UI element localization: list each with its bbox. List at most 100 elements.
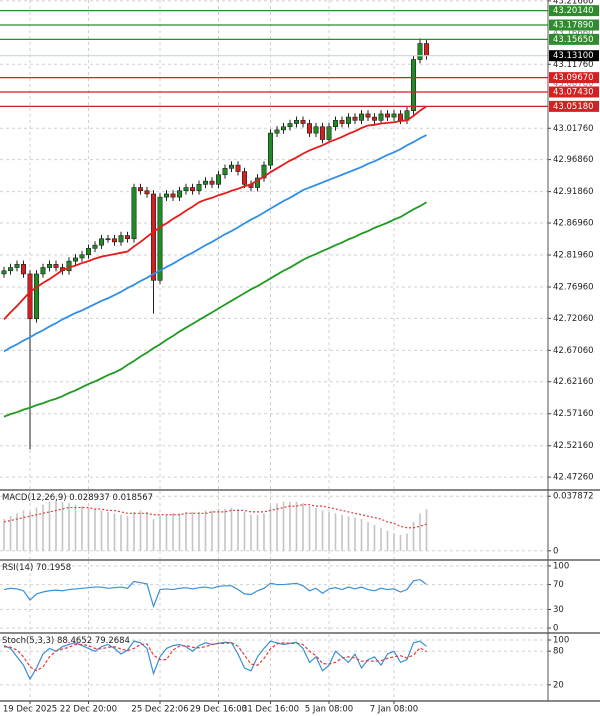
candle-body: [423, 43, 429, 56]
level-label: 43.16660: [553, 28, 594, 38]
pane-title-part: 0.018567: [113, 493, 154, 503]
histogram-bar: [217, 509, 220, 551]
pane-title: RSI(14) 70.1958: [2, 563, 71, 573]
histogram-bar: [42, 504, 44, 551]
histogram-bar: [55, 500, 57, 551]
y-tick-label: 42.76960: [553, 282, 594, 292]
histogram-bar: [94, 509, 96, 551]
y-tick-label: 42.62160: [553, 377, 594, 387]
histogram-bar: [48, 501, 51, 551]
histogram-bar: [29, 511, 31, 551]
candle-body: [27, 273, 33, 320]
histogram-bar: [237, 509, 239, 551]
x-tick-label: 31 Dec 16:00: [242, 705, 299, 715]
candle-body: [293, 120, 299, 124]
x-tick-label: 29 Dec 16:00: [190, 705, 247, 715]
candle-body: [216, 174, 222, 185]
candle-body: [112, 238, 118, 243]
candle-body: [300, 120, 306, 124]
x-tick-label: 7 Jan 08:00: [370, 705, 418, 715]
histogram-bar: [120, 514, 122, 551]
level-label: 43.08780: [553, 79, 594, 89]
candle-body: [391, 113, 397, 118]
candle-body: [235, 164, 241, 172]
candle-body: [326, 126, 332, 140]
y-tick-label: 42.52160: [553, 441, 594, 451]
series-line: [3, 578, 427, 609]
x-tick-label: 19 Dec 2025: [3, 705, 57, 715]
y-tick-label: 0.037872: [553, 492, 594, 502]
level-label: 43.07430: [553, 87, 594, 97]
pane-title-part: 0.028937: [69, 493, 110, 503]
histogram-bar: [74, 504, 77, 551]
candle-body: [177, 190, 183, 198]
candle-body: [79, 254, 85, 259]
candle-body: [8, 267, 14, 272]
histogram-bar: [113, 513, 116, 551]
level-tag: [549, 5, 599, 17]
candle-body: [209, 180, 215, 185]
candle-body: [384, 113, 390, 118]
histogram-bar: [367, 521, 369, 551]
level-label: 43.20140: [553, 6, 594, 16]
candle-body: [157, 196, 163, 281]
histogram-bar: [81, 506, 83, 551]
level-tag: [549, 50, 599, 62]
histogram-bar: [373, 524, 376, 551]
candle-body: [287, 123, 293, 128]
y-tick-label: 42.47260: [553, 473, 594, 483]
candle-body: [33, 273, 39, 320]
histogram-bar: [165, 514, 168, 551]
y-tick-label: 100: [553, 561, 569, 571]
histogram-bar: [16, 513, 18, 551]
y-tick-label: 42.67060: [553, 346, 594, 356]
histogram-bar: [295, 501, 298, 551]
candle-body: [345, 116, 351, 124]
candle-body: [164, 193, 170, 198]
pane: [0, 634, 548, 700]
candle-body: [125, 235, 131, 240]
pane-title-part: 88.4652: [57, 636, 92, 646]
y-tick-label: 42.81960: [553, 250, 594, 260]
pane-title: MACD(12,26,9) 0.028937 0.018567: [2, 493, 153, 503]
candle-body: [203, 180, 209, 185]
y-tick-label: 70: [553, 580, 564, 590]
candle-body: [358, 113, 364, 121]
histogram-bar: [315, 507, 317, 551]
candle-body: [144, 190, 150, 195]
histogram-bar: [185, 511, 187, 551]
x-tick-label: 5 Jan 08:00: [305, 705, 353, 715]
pane: [0, 491, 548, 559]
candle-body: [73, 257, 79, 262]
candle-body: [274, 129, 280, 134]
y-tick-label: 43.11760: [553, 60, 594, 70]
level-label: 43.17890: [553, 21, 594, 31]
y-tick-label: 100: [553, 635, 569, 645]
y-tick-label: 42.86960: [553, 218, 594, 228]
candle-body: [352, 116, 358, 121]
candle-body: [14, 264, 20, 268]
histogram-bar: [269, 506, 272, 551]
series-line: [3, 640, 427, 681]
y-tick-label: 43.01760: [553, 124, 594, 134]
candle-body: [40, 267, 46, 275]
histogram-bar: [308, 506, 311, 551]
histogram-bar: [9, 516, 12, 551]
candle-body: [229, 164, 235, 169]
histogram-bar: [3, 519, 5, 551]
histogram-bar: [256, 514, 259, 551]
histogram-bar: [159, 516, 161, 551]
y-tick-label: 42.91860: [553, 187, 594, 197]
candle-body: [20, 264, 26, 275]
histogram-bar: [347, 516, 350, 551]
level-label: 43.09670: [553, 73, 594, 83]
candle-body: [1, 270, 7, 275]
histogram-bar: [328, 511, 330, 551]
candle-body: [183, 187, 189, 192]
candle-body: [378, 113, 384, 121]
histogram-bar: [139, 510, 142, 551]
candle-body: [280, 126, 286, 131]
candle-body: [105, 238, 111, 241]
histogram-bar: [425, 509, 428, 551]
y-tick-label: 42.57160: [553, 409, 594, 419]
